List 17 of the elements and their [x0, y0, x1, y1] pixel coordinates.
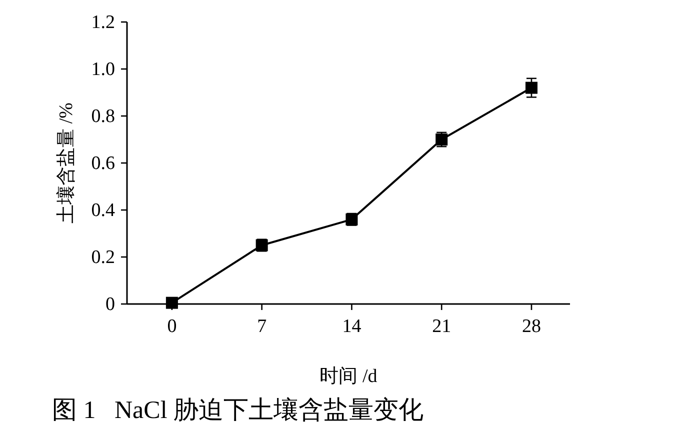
x-tick-label: 0 — [167, 316, 177, 337]
y-tick-label: 1.0 — [91, 59, 115, 80]
x-axis-title: 时间 /d — [320, 366, 378, 387]
caption: 图 1 NaCl 胁迫下土壤含盐量变化 — [52, 396, 424, 424]
x-tick-label: 28 — [522, 316, 541, 337]
y-tick-label: 0.6 — [91, 153, 115, 174]
y-tick-label: 0.8 — [91, 106, 115, 127]
y-tick-label: 0 — [106, 294, 115, 315]
x-tick-label: 14 — [342, 316, 362, 337]
y-tick-label: 0.2 — [91, 247, 115, 268]
y-axis-title: 土壤含盐量 /% — [56, 102, 77, 224]
y-tick-label: 1.2 — [91, 12, 115, 33]
point — [525, 82, 538, 94]
x-tick-label: 21 — [432, 316, 452, 337]
point — [166, 296, 178, 309]
y-tick-label: 0.4 — [91, 200, 116, 221]
x-tick-label: 7 — [257, 316, 267, 337]
